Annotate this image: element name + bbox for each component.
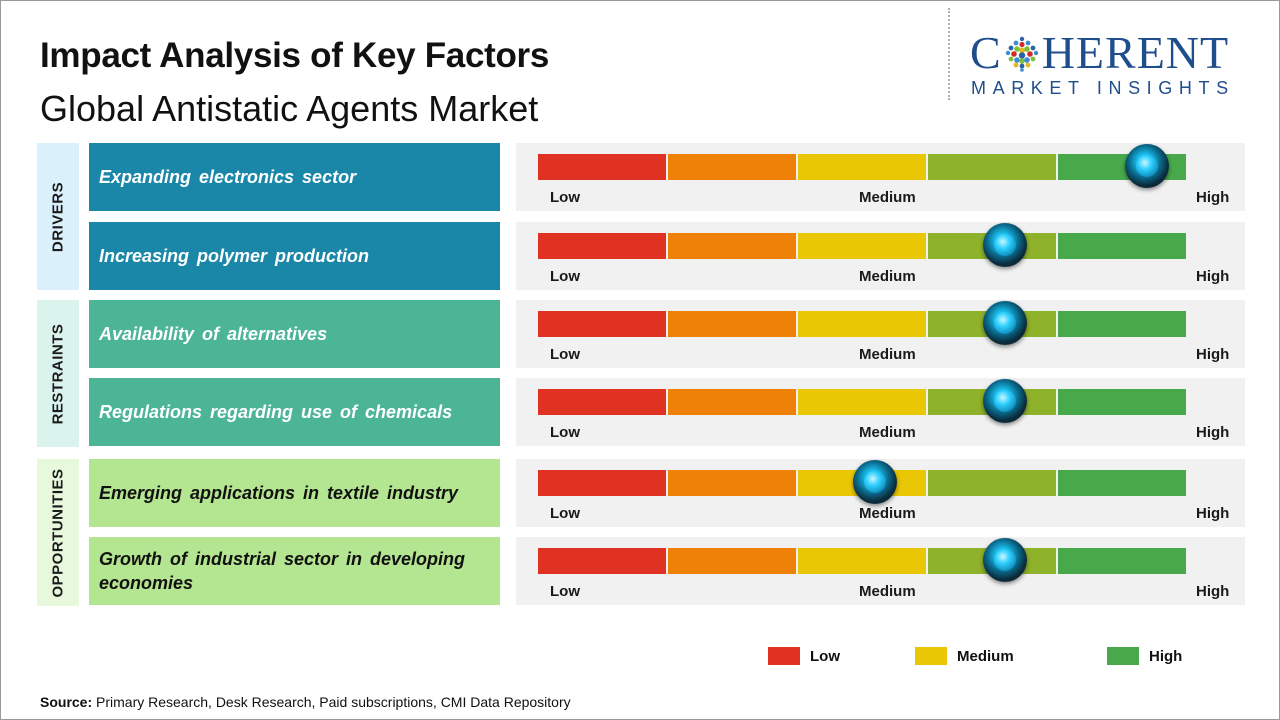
- scale-label-medium: Medium: [859, 268, 916, 285]
- category-restraints: RESTRAINTS: [37, 300, 79, 447]
- legend-label-high: High: [1149, 647, 1183, 665]
- category-drivers: DRIVERS: [37, 143, 79, 290]
- globe-dots-icon: [1005, 36, 1038, 72]
- factor-label: Availability of alternatives: [89, 300, 500, 368]
- impact-gauge: Low Medium High: [516, 378, 1245, 446]
- scale-segment: [1058, 548, 1186, 574]
- scale-label-low: Low: [550, 189, 580, 206]
- legend-label-low: Low: [810, 647, 840, 665]
- legend-item-high: High: [1107, 647, 1182, 665]
- scale-segment: [538, 233, 666, 259]
- source-label: Source:: [40, 694, 93, 710]
- scale-segment: [1058, 389, 1186, 415]
- impact-gauge: Low Medium High: [516, 143, 1245, 211]
- impact-scale-bar: [538, 389, 1186, 415]
- category-label: OPPORTUNITIES: [49, 467, 67, 598]
- impact-marker: [852, 460, 897, 504]
- impact-scale-bar: [538, 548, 1186, 574]
- scale-label-medium: Medium: [859, 424, 916, 441]
- legend-item-medium: Medium: [915, 647, 1014, 665]
- factor-label: Increasing polymer production: [89, 222, 500, 290]
- scale-segment: [798, 548, 926, 574]
- scale-segment: [668, 233, 796, 259]
- logo-text-left: C: [970, 27, 1002, 78]
- page-title: Impact Analysis of Key Factors: [40, 36, 550, 75]
- scale-label-low: Low: [550, 505, 580, 522]
- scale-segment: [798, 154, 926, 180]
- scale-segment: [668, 311, 796, 337]
- category-label: DRIVERS: [49, 181, 67, 252]
- scale-label-low: Low: [550, 268, 580, 285]
- factor-label: Regulations regarding use of chemicals: [89, 378, 500, 446]
- scale-segment: [538, 548, 666, 574]
- scale-label-high: High: [1196, 189, 1230, 206]
- factor-label: Emerging applications in textile industr…: [89, 459, 500, 527]
- scale-segment: [798, 233, 926, 259]
- scale-label-low: Low: [550, 424, 580, 441]
- scale-label-high: High: [1196, 505, 1230, 522]
- impact-scale-bar: [538, 470, 1186, 496]
- impact-scale-bar: [538, 154, 1186, 180]
- logo-tagline: MARKET INSIGHTS: [971, 78, 1235, 98]
- source-text: Primary Research, Desk Research, Paid su…: [96, 694, 571, 710]
- impact-marker: [982, 538, 1027, 582]
- impact-gauge: Low Medium High: [516, 222, 1245, 290]
- legend-swatch-high: [1107, 647, 1139, 665]
- category-label: RESTRAINTS: [49, 323, 67, 424]
- scale-label-high: High: [1196, 424, 1230, 441]
- impact-marker: [982, 379, 1027, 423]
- impact-scale-bar: [538, 311, 1186, 337]
- factor-label: Growth of industrial sector in developin…: [89, 537, 500, 605]
- scale-segment: [668, 154, 796, 180]
- scale-segment: [1058, 233, 1186, 259]
- scale-segment: [798, 311, 926, 337]
- page-subtitle: Global Antistatic Agents Market: [40, 88, 539, 129]
- source-note: Source: Primary Research, Desk Research,…: [40, 694, 571, 710]
- category-opportunities: OPPORTUNITIES: [37, 459, 79, 606]
- scale-segment: [668, 548, 796, 574]
- logo-text-right: HERENT: [1041, 27, 1230, 78]
- impact-gauge: Low Medium High: [516, 300, 1245, 368]
- scale-label-high: High: [1196, 346, 1230, 363]
- scale-segment: [538, 154, 666, 180]
- scale-label-high: High: [1196, 268, 1230, 285]
- factor-label: Expanding electronics sector: [89, 143, 500, 211]
- legend-label-medium: Medium: [957, 647, 1014, 665]
- impact-marker: [982, 223, 1027, 267]
- logo-divider: [948, 8, 950, 100]
- scale-label-medium: Medium: [859, 189, 916, 206]
- impact-gauge: Low Medium High: [516, 537, 1245, 605]
- scale-segment: [1058, 311, 1186, 337]
- legend-swatch-low: [768, 647, 800, 665]
- scale-segment: [798, 389, 926, 415]
- scale-label-low: Low: [550, 583, 580, 600]
- scale-segment: [1058, 470, 1186, 496]
- legend-swatch-medium: [915, 647, 947, 665]
- scale-label-medium: Medium: [859, 583, 916, 600]
- scale-segment: [928, 154, 1056, 180]
- impact-marker: [1125, 144, 1170, 188]
- scale-segment: [668, 470, 796, 496]
- scale-label-high: High: [1196, 583, 1230, 600]
- scale-label-medium: Medium: [859, 346, 916, 363]
- scale-segment: [928, 470, 1056, 496]
- scale-segment: [538, 389, 666, 415]
- scale-segment: [668, 389, 796, 415]
- scale-segment: [538, 470, 666, 496]
- logo: C HERENT: [970, 30, 1229, 76]
- impact-scale-bar: [538, 233, 1186, 259]
- scale-label-medium: Medium: [859, 505, 916, 522]
- impact-gauge: Low Medium High: [516, 459, 1245, 527]
- scale-label-low: Low: [550, 346, 580, 363]
- impact-marker: [982, 301, 1027, 345]
- scale-segment: [538, 311, 666, 337]
- legend-item-low: Low: [768, 647, 840, 665]
